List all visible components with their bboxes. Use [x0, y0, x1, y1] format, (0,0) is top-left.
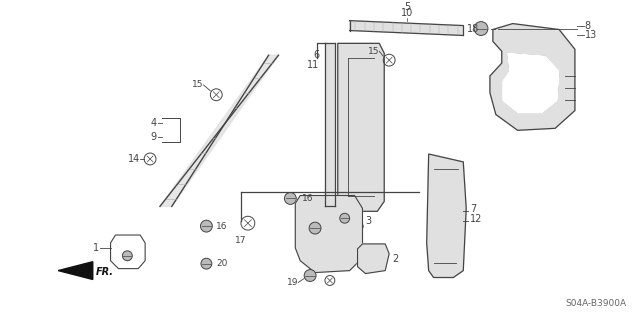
Circle shape [474, 22, 488, 35]
Circle shape [284, 193, 296, 204]
Text: 5: 5 [404, 2, 410, 12]
Circle shape [309, 222, 321, 234]
Text: 16: 16 [216, 222, 228, 231]
Polygon shape [427, 154, 466, 278]
Text: 16: 16 [302, 194, 314, 203]
Polygon shape [490, 24, 575, 130]
Polygon shape [295, 196, 362, 272]
Circle shape [340, 213, 349, 223]
Text: 11: 11 [307, 60, 319, 70]
Text: FR.: FR. [96, 267, 114, 277]
Text: 17: 17 [236, 236, 246, 245]
Circle shape [304, 270, 316, 281]
Polygon shape [338, 43, 384, 211]
Text: 15: 15 [192, 80, 204, 89]
Circle shape [122, 251, 132, 261]
Polygon shape [349, 21, 463, 35]
Text: 6: 6 [313, 50, 319, 60]
Polygon shape [358, 244, 389, 274]
Polygon shape [160, 55, 278, 206]
Text: 2: 2 [392, 254, 398, 264]
Polygon shape [58, 262, 93, 279]
Text: 20: 20 [216, 259, 228, 268]
Text: 13: 13 [585, 30, 597, 41]
Text: 12: 12 [470, 214, 483, 224]
Text: 1: 1 [93, 243, 99, 253]
Circle shape [200, 220, 212, 232]
Text: 19: 19 [287, 278, 298, 287]
Text: 4: 4 [151, 118, 157, 128]
Text: 8: 8 [585, 20, 591, 31]
Text: 10: 10 [401, 8, 413, 18]
Text: 15: 15 [368, 47, 380, 56]
Text: 18: 18 [467, 24, 479, 33]
Text: S04A-B3900A: S04A-B3900A [565, 299, 627, 308]
Text: 9: 9 [151, 132, 157, 142]
Circle shape [201, 258, 212, 269]
Polygon shape [325, 43, 335, 206]
Text: 14: 14 [128, 154, 140, 164]
Text: 7: 7 [470, 204, 476, 214]
Text: 3: 3 [365, 216, 372, 226]
Polygon shape [503, 53, 559, 113]
